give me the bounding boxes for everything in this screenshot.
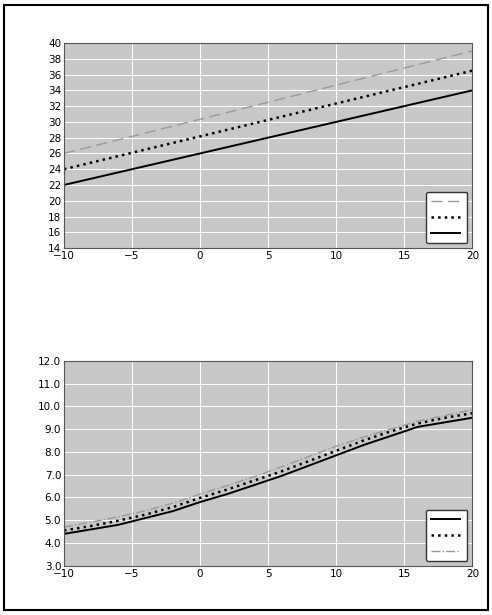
Legend: , , : , , [426,510,467,561]
Legend: , , : , , [426,192,467,243]
